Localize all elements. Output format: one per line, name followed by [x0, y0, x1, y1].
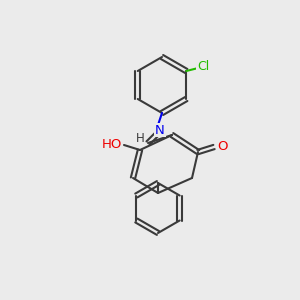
- Text: H: H: [136, 133, 144, 146]
- Text: Cl: Cl: [197, 59, 209, 73]
- Text: N: N: [155, 124, 165, 136]
- Text: HO: HO: [102, 137, 122, 151]
- Text: O: O: [217, 140, 227, 152]
